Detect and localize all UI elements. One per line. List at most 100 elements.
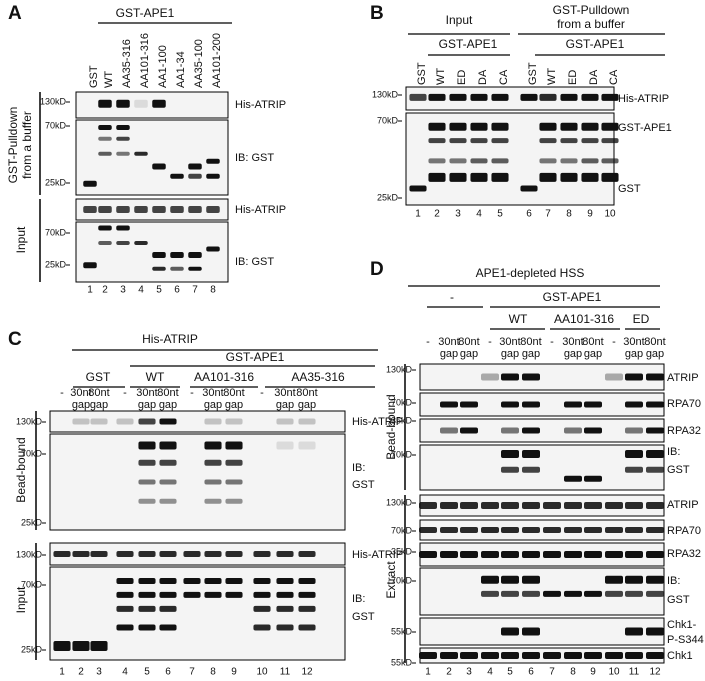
lane-label: gap [625,348,643,360]
row-label: ATRIP [667,372,699,384]
band [253,605,271,612]
lane-label: 30nt [499,336,520,348]
band [428,138,446,144]
lane-label: 30nt [274,387,295,399]
lane-label: GST [527,62,539,85]
band [90,551,108,557]
header-label: His-ATRIP [142,332,198,346]
section-label: GST-Pulldown [6,107,20,184]
band [460,427,478,434]
band [72,551,90,557]
band [625,575,643,584]
band [584,475,602,482]
band [116,206,130,213]
header-label: GST-Pulldown [553,3,630,17]
size-marker: 55kD [391,657,413,667]
lane-number: 5 [144,667,150,678]
band [225,441,243,450]
band [522,401,540,408]
lane-number: 4 [487,667,493,678]
lane-number: 11 [629,667,640,678]
lane-label: 30nt [623,336,644,348]
band [83,180,97,187]
row-label: His-ATRIP [618,93,669,105]
band [188,206,202,213]
panel-letter: A [8,3,22,24]
header-label: - [450,290,454,304]
lane-number: 2 [102,285,108,296]
band [601,158,619,164]
band [560,172,578,182]
band [440,502,458,509]
size-marker: 25kD [21,517,43,527]
lane-label: gap [90,399,108,411]
lane-number: 8 [566,209,572,220]
row-label: GST [618,183,641,195]
band [646,466,664,473]
band [204,551,222,557]
lane-label: 80nt [223,387,244,399]
band [564,590,582,597]
band [170,173,184,179]
band [138,459,156,466]
lane-number: 6 [165,667,171,678]
blot [75,119,229,196]
band [204,418,222,425]
band [520,185,538,192]
band [522,627,540,636]
panel-letter: D [370,259,384,280]
band [138,498,156,504]
size-marker: 70kD [391,397,413,407]
band [460,551,478,558]
lane-label: WT [103,71,115,88]
lane-label: gap [460,348,478,360]
band [98,241,112,245]
header-label: Input [446,13,473,27]
lane-number: 8 [210,285,216,296]
lane-label: 80nt [88,387,109,399]
band [98,206,112,213]
size-marker: 130kD [386,364,413,374]
row-label: RPA32 [667,425,701,437]
band [522,427,540,434]
band [581,122,599,131]
band [481,590,499,597]
band [539,172,557,182]
band [225,551,243,557]
lane-number: 3 [96,667,102,678]
band [138,624,156,631]
lane-label: AA1-34 [175,51,187,88]
band [276,551,294,557]
header-label: AA35-316 [291,370,345,384]
lane-number: 1 [415,209,421,220]
band [605,652,623,659]
band [98,136,112,141]
lane-label: gap [138,399,156,411]
lane-number: 4 [122,667,128,678]
band [298,624,316,631]
band [501,627,519,636]
band [501,502,519,509]
lane-number: 7 [189,667,195,678]
lane-number: 10 [608,667,620,678]
band [584,427,602,434]
lane-label: gap [501,348,519,360]
band [560,93,578,101]
band [116,551,134,557]
row-label: RPA70 [667,398,701,410]
band [134,151,148,156]
band [481,652,499,659]
row-label: GST [352,479,375,491]
band [188,266,202,271]
band [501,450,519,458]
band [522,652,540,659]
size-marker: 130kD [40,96,67,106]
blot [49,433,346,531]
band [428,158,446,164]
lane-label: gap [584,348,602,360]
lane-label: gap [225,399,243,411]
size-marker: 70kD [45,227,67,237]
band [584,551,602,558]
band [522,450,540,458]
